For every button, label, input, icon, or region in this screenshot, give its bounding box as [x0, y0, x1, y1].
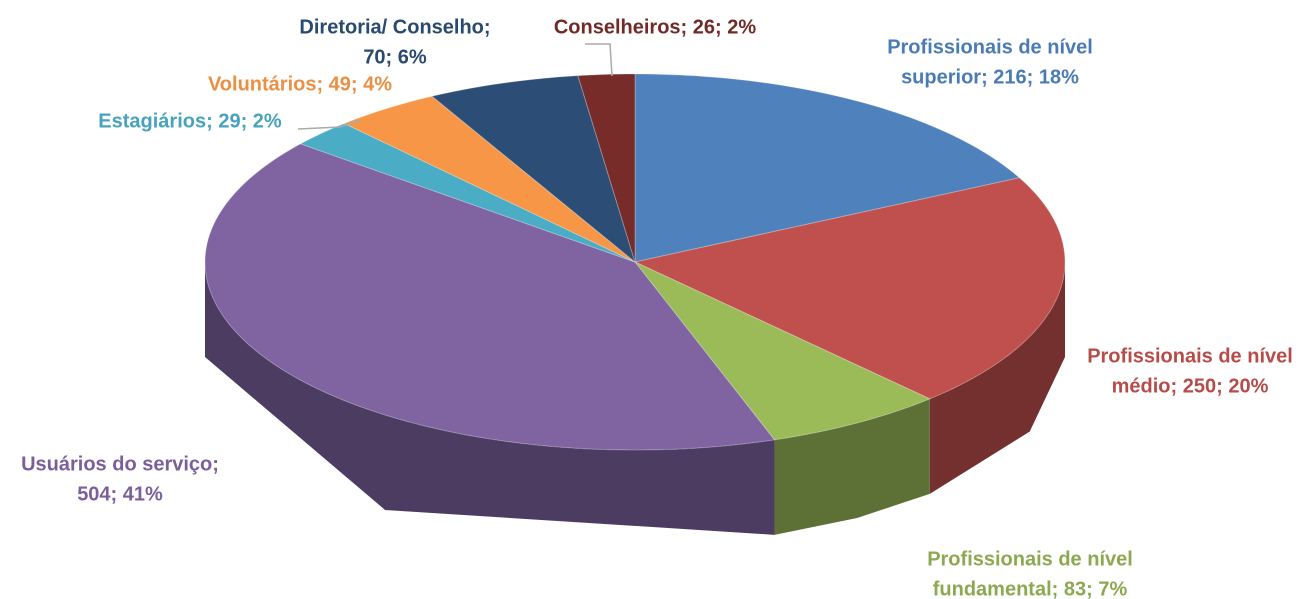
data-label: médio; 250; 20%: [1112, 375, 1269, 397]
pie-slice: [634, 261, 932, 441]
data-label: Profissionais de nível: [1087, 345, 1293, 367]
data-label: Conselheiros; 26; 2%: [554, 16, 757, 38]
data-label: fundamental; 83; 7%: [933, 578, 1128, 599]
data-label: Estagiários; 29; 2%: [98, 110, 282, 132]
pie-slice: [634, 73, 1021, 263]
data-label: superior; 216; 18%: [901, 66, 1079, 88]
pie-side: [929, 262, 1065, 494]
pie-slice: [633, 177, 1066, 400]
data-label: 70; 6%: [363, 46, 427, 68]
leader-line: [297, 119, 361, 130]
data-label: Diretoria/ Conselho;: [299, 16, 490, 38]
data-label: Profissionais de nível: [887, 36, 1093, 58]
pie-slice: [430, 75, 636, 264]
data-label: Voluntários; 49; 4%: [208, 73, 392, 95]
pie-slice: [204, 143, 776, 451]
leader-line: [585, 43, 613, 77]
pie-slice: [299, 122, 636, 263]
data-label: Profissionais de nível: [927, 548, 1133, 570]
data-label: 504; 41%: [77, 483, 163, 505]
pie-slice: [577, 73, 636, 263]
pie-side: [205, 262, 775, 535]
pie-slice: [343, 95, 636, 263]
data-label: Usuários do serviço;: [21, 453, 219, 475]
pie-side: [774, 398, 930, 535]
